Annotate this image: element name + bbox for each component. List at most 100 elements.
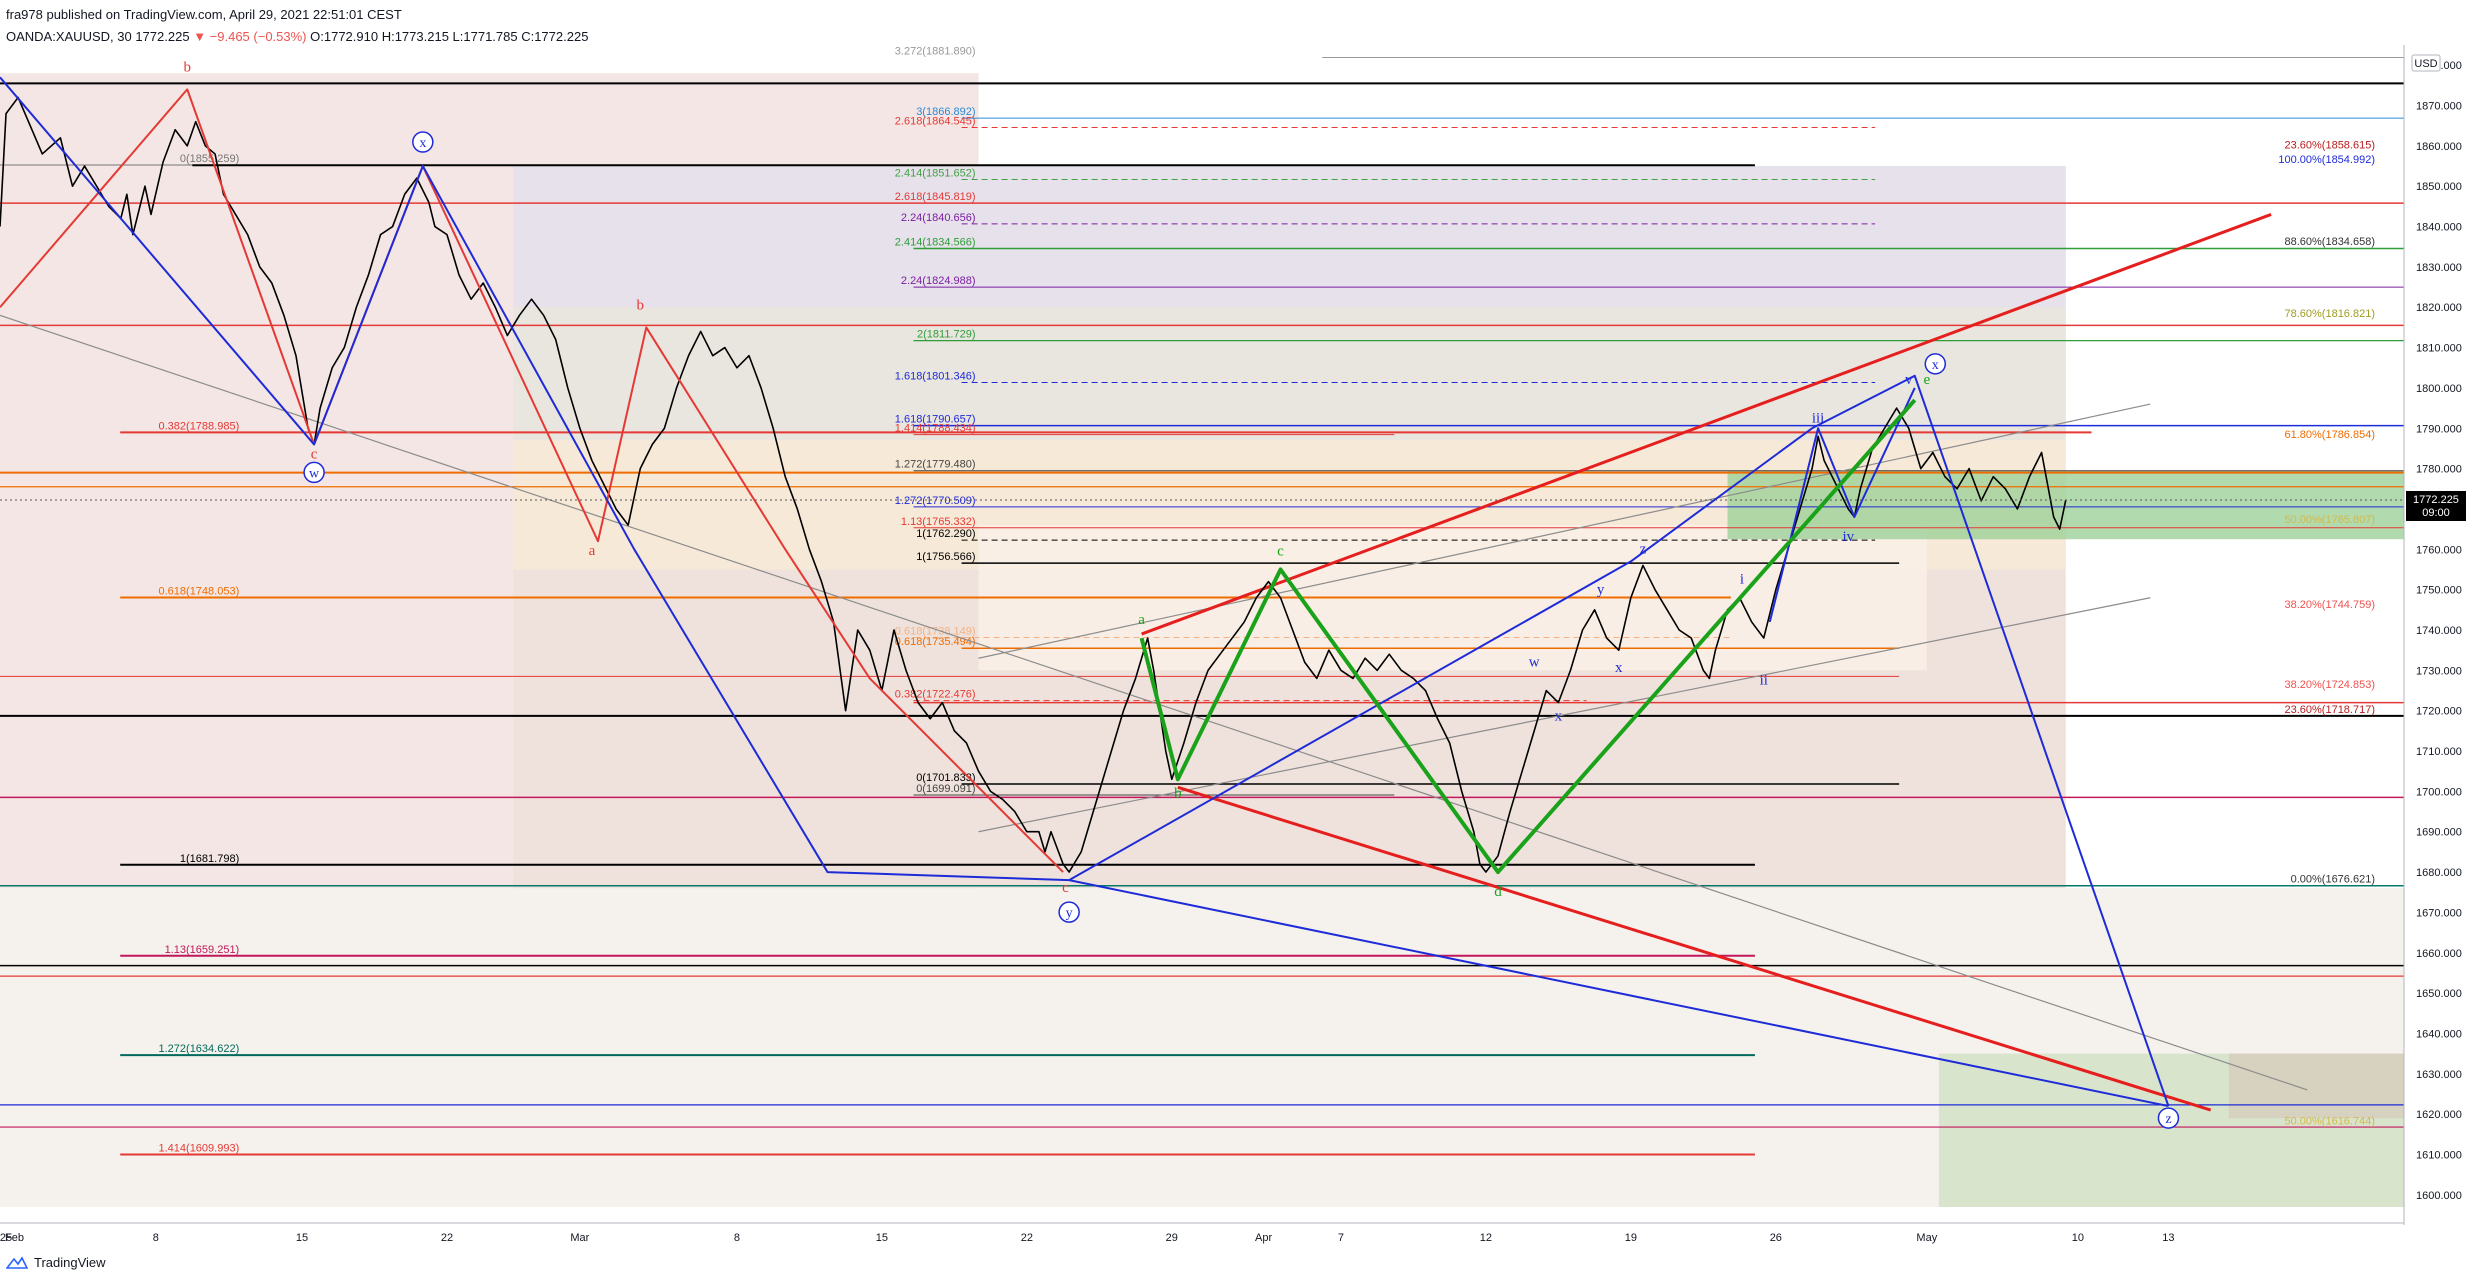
wave-label: d [1494, 884, 1502, 900]
retracement-label: 23.60%(1718.717) [2284, 704, 2375, 716]
price-tick-label: 1670.000 [2416, 907, 2462, 919]
fib-label: 1(1762.290) [916, 528, 975, 540]
wave-circle [303, 461, 325, 484]
price-axis[interactable]: 1600.000 1610.000 1620.000 1630.000 1640.000… [0, 45, 2468, 1250]
wave-label: w [1529, 654, 1540, 670]
wave-label: i [1740, 572, 1744, 588]
wave-label: c [1062, 880, 1069, 896]
zone-bottom [0, 888, 2404, 1207]
trend-grey-long [0, 314, 2308, 1091]
time-tick-label: 12 [1480, 1232, 1492, 1244]
fib-label: 2.618(1845.819) [895, 191, 976, 203]
time-tick-label: 25 [0, 1232, 12, 1244]
wave-circle-label: x [419, 136, 426, 151]
fib-label: 1.13(1659.251) [165, 944, 240, 956]
fib-label: 1.272(1770.509) [895, 495, 976, 507]
fib-label: 0.618(1738.149) [895, 625, 976, 637]
retracement-label: 100.00%(1854.992) [2278, 154, 2375, 166]
fib-label: 2.24(1840.656) [901, 212, 976, 224]
retracement-label: 78.60%(1816.821) [2284, 308, 2375, 320]
price-line [0, 96, 2067, 873]
price-tick-label: 1730.000 [2416, 665, 2462, 677]
price-tick-label: 1830.000 [2416, 262, 2462, 274]
wave-label: iv [1842, 529, 1854, 545]
fib-label: 1(1681.798) [180, 853, 239, 865]
wave-lines [0, 76, 2170, 1108]
wave-label: c [1277, 543, 1284, 559]
wave-label: e [1923, 372, 1930, 388]
time-tick-label: 8 [734, 1232, 740, 1244]
fib-label: 1.414(1788.434) [895, 423, 976, 435]
price-tick-label: 1620.000 [2416, 1109, 2462, 1121]
time-tick-label: 22 [1021, 1232, 1033, 1244]
time-tick-label: 10 [2072, 1232, 2084, 1244]
trend-grey-lower [978, 597, 2151, 833]
price-tick-label: 1640.000 [2416, 1028, 2462, 1040]
price-tick-label: 1610.000 [2416, 1149, 2462, 1161]
fib-label: 0.618(1748.053) [159, 586, 240, 598]
wave-label: b [637, 297, 645, 313]
price-tick-label: 1870.000 [2416, 101, 2462, 113]
last-price-badge [2406, 490, 2466, 521]
wave-blue-3 [1768, 387, 1916, 623]
wave-circle-label: x [1932, 358, 1939, 373]
time-tick-label: Feb [5, 1232, 24, 1244]
retracement-label: 0.00%(1676.621) [2291, 874, 2375, 886]
price-tick-label: 1630.000 [2416, 1069, 2462, 1081]
price-tick-label: 1740.000 [2416, 625, 2462, 637]
time-tick-label: 26 [1770, 1232, 1782, 1244]
fib-label: 1.414(1609.993) [159, 1143, 240, 1155]
wave-circle [1924, 353, 1947, 375]
brand-label: TradingView [34, 1255, 106, 1270]
currency-label: USD [2414, 58, 2437, 70]
wave-circle-label: w [309, 466, 320, 481]
wave-blue-2 [1068, 374, 2170, 1107]
price-tick-label: 1820.000 [2416, 302, 2462, 314]
wave-label: iii [1812, 410, 1825, 426]
fib-label: 1.272(1779.480) [895, 459, 976, 471]
fib-label: 2.414(1851.652) [895, 168, 976, 180]
price-tick-label: 1600.000 [2416, 1190, 2462, 1202]
fib-label: 1(1756.566) [916, 551, 975, 563]
axis-background [2404, 45, 2468, 1250]
fib-label: 0(1699.091) [916, 783, 975, 795]
countdown-label: 09:00 [2422, 507, 2450, 519]
retracement-label: 61.80%(1786.854) [2284, 429, 2375, 441]
trend-grey-upper [978, 403, 2151, 659]
wave-label: y [1597, 582, 1605, 598]
time-tick-label: Apr [1255, 1232, 1272, 1244]
fib-levels: 3.272(1881.890) 3(1866.892)2.618(1864.545… [0, 46, 2404, 1156]
price-tick-label: 1650.000 [2416, 988, 2462, 1000]
time-tick-label: 15 [876, 1232, 888, 1244]
trend-red-upper [1141, 213, 2272, 636]
wave-label: b [183, 59, 191, 75]
price-chart[interactable]: 3.272(1881.890) 3(1866.892)2.618(1864.545… [0, 45, 2468, 1250]
ohlc-values: O:1772.910 H:1773.215 L:1771.785 C:1772.… [310, 29, 589, 44]
fib-label: 2.414(1834.566) [895, 236, 976, 248]
price-tick-label: 1810.000 [2416, 343, 2462, 355]
price-tick-label: 1680.000 [2416, 867, 2462, 879]
price-tick-label: 1690.000 [2416, 827, 2462, 839]
wave-label: ii [1760, 672, 1768, 688]
fib-zones [0, 73, 2404, 1207]
footer: TradingView [6, 1255, 106, 1270]
retracement-label: 88.60%(1834.658) [2284, 236, 2375, 248]
fib-label: 0(1701.833) [916, 772, 975, 784]
price-tick-label: 1860.000 [2416, 141, 2462, 153]
wave-label: a [589, 543, 596, 559]
tradingview-logo-icon [6, 1255, 28, 1269]
retracement-label: 38.20%(1744.759) [2284, 599, 2375, 611]
time-tick-label: 13 [2162, 1232, 2174, 1244]
wave-circle [412, 131, 434, 153]
price-tick-label: 1790.000 [2416, 423, 2462, 435]
fib-label: 0.382(1788.985) [159, 420, 240, 432]
price-series [0, 96, 2067, 873]
price-tick-label: 1700.000 [2416, 786, 2462, 798]
zone-green-top [1727, 470, 2404, 540]
price-tick-label: 1800.000 [2416, 383, 2462, 395]
wave-circle [2157, 1107, 2180, 1129]
fib-label: 2.24(1824.988) [901, 275, 976, 287]
fib-label: 1.618(1801.346) [895, 370, 976, 382]
